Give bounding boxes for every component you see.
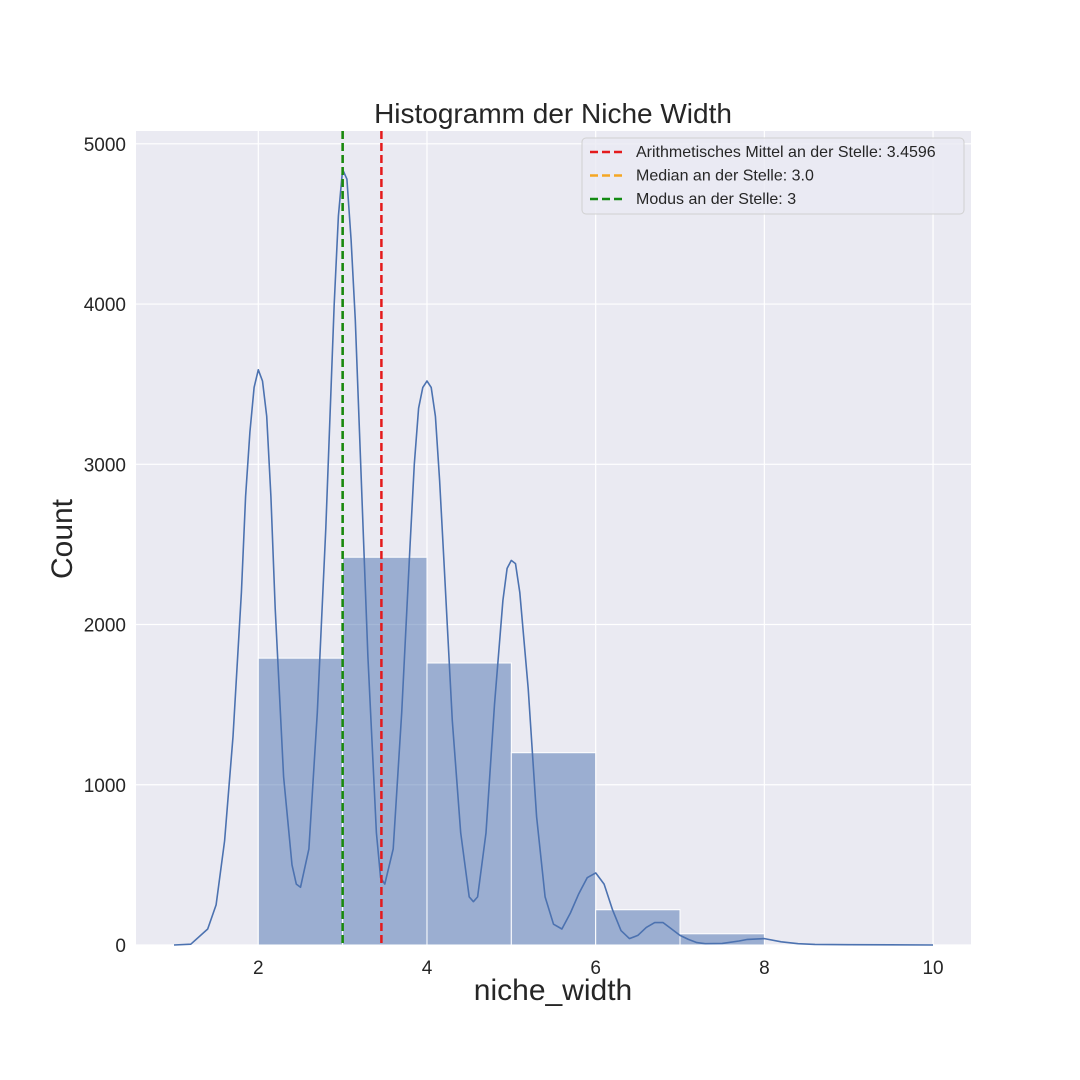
legend-box (581, 137, 965, 215)
y-tick-labels: 0 1000 2000 3000 4000 5000 (84, 135, 126, 957)
chart-title: Histogramm der Niche Width (374, 98, 732, 129)
histogram-bar (595, 909, 681, 946)
histogram-bar (510, 752, 597, 946)
x-tick-label: 4 (422, 958, 433, 979)
x-tick-label: 10 (922, 958, 943, 979)
x-tick-label: 2 (253, 958, 264, 979)
y-tick-label: 5000 (84, 135, 126, 156)
y-tick-label: 0 (115, 936, 126, 957)
legend: Arithmetisches Mittel an der Stelle: 3.4… (581, 137, 965, 215)
histogram-bar (426, 662, 512, 946)
histogram-bar (257, 657, 344, 946)
legend-label: Modus an der Stelle: 3 (636, 191, 796, 208)
x-tick-label: 8 (759, 958, 770, 979)
x-axis-label: niche_width (474, 974, 632, 1007)
legend-label: Median an der Stelle: 3.0 (636, 168, 814, 185)
x-tick-labels: 2 4 6 8 10 (253, 958, 944, 979)
y-tick-label: 3000 (84, 455, 126, 476)
legend-label: Arithmetisches Mittel an der Stelle: 3.4… (636, 144, 936, 161)
kde-curve (173, 168, 934, 946)
y-tick-label: 1000 (84, 776, 126, 797)
x-tick-label: 6 (590, 958, 601, 979)
reference-lines (341, 131, 383, 945)
y-tick-label: 2000 (84, 616, 126, 637)
y-tick-label: 4000 (84, 295, 126, 316)
histogram-bar (342, 556, 428, 946)
y-axis-label: Count (46, 498, 79, 579)
